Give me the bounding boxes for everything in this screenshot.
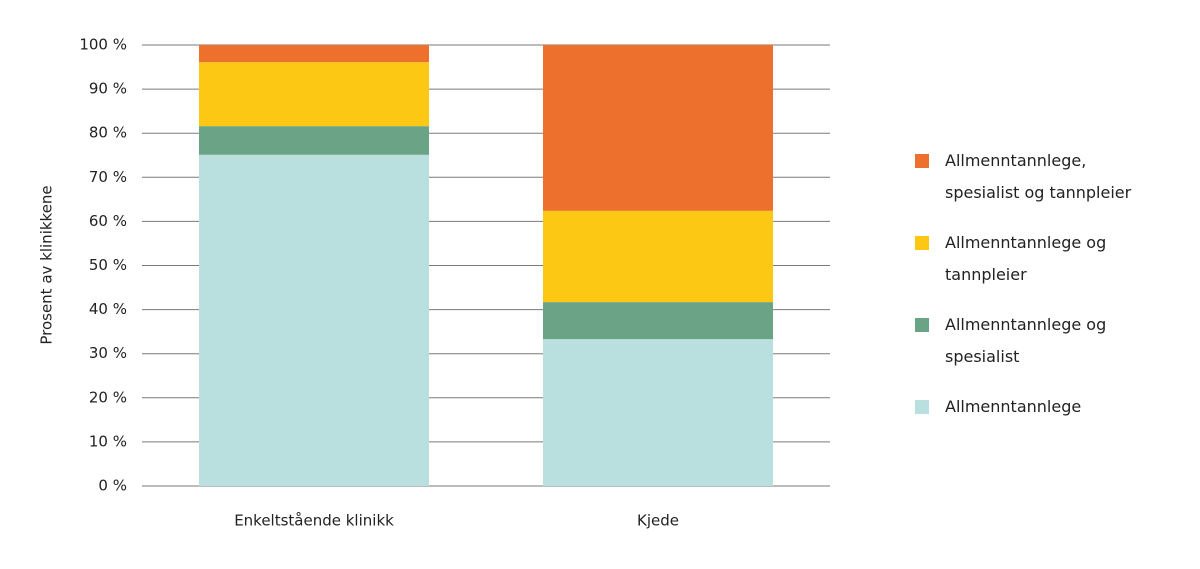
bar-segment	[199, 126, 429, 155]
y-tick-label: 90 %	[89, 80, 127, 98]
y-tick-label: 80 %	[89, 124, 127, 142]
bar-segment	[543, 339, 773, 486]
y-tick-label: 100 %	[79, 36, 127, 54]
y-tick-label: 50 %	[89, 256, 127, 274]
y-tick-label: 70 %	[89, 168, 127, 186]
bar-segment	[199, 45, 429, 63]
legend-label: Allmenntannlege, spesialist og tannpleie…	[945, 151, 1132, 202]
legend-swatch	[915, 236, 929, 250]
x-tick-label: Kjede	[637, 512, 679, 530]
legend-item: Allmenntannlege og spesialist	[915, 309, 1145, 373]
bar-segment	[543, 45, 773, 211]
bar-segment	[543, 210, 773, 303]
legend-swatch	[915, 318, 929, 332]
y-tick-label: 60 %	[89, 212, 127, 230]
legend-label: Allmenntannlege og tannpleier	[945, 233, 1107, 284]
bar-segment	[543, 302, 773, 340]
legend-item: Allmenntannlege og tannpleier	[915, 227, 1145, 291]
legend-label: Allmenntannlege	[945, 397, 1082, 416]
legend: Allmenntannlege, spesialist og tannpleie…	[915, 145, 1145, 423]
x-tick-label: Enkeltstående klinikk	[234, 512, 394, 530]
legend-label: Allmenntannlege og spesialist	[945, 315, 1107, 366]
legend-item: Allmenntannlege	[915, 391, 1145, 423]
bar-segment	[199, 154, 429, 486]
bar-segment	[199, 62, 429, 127]
y-tick-label: 30 %	[89, 344, 127, 362]
y-tick-label: 40 %	[89, 300, 127, 318]
legend-swatch	[915, 400, 929, 414]
legend-item: Allmenntannlege, spesialist og tannpleie…	[915, 145, 1145, 209]
y-tick-label: 20 %	[89, 388, 127, 406]
y-tick-label: 0 %	[98, 477, 127, 495]
y-axis-label: Prosent av klinikkene	[38, 185, 56, 344]
legend-swatch	[915, 154, 929, 168]
y-tick-label: 10 %	[89, 432, 127, 450]
